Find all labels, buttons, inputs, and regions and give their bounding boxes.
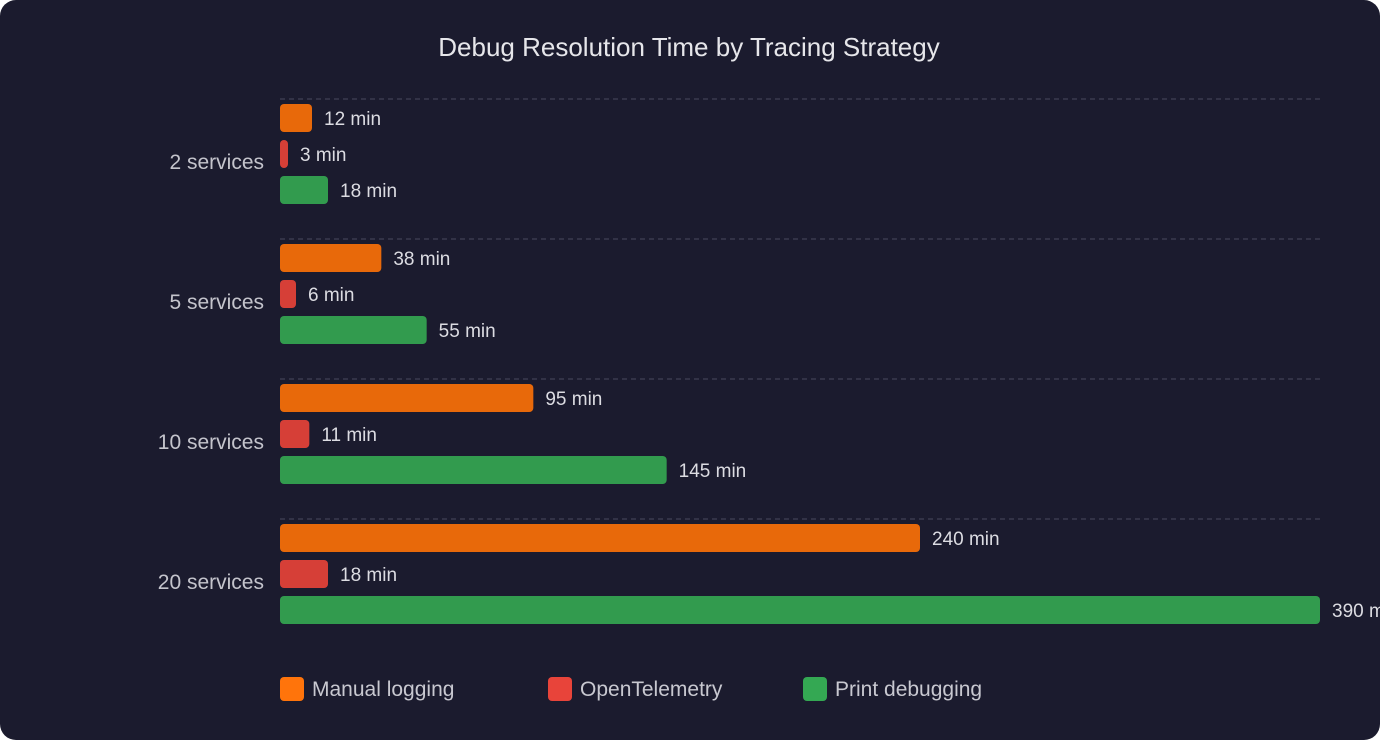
data-label: 55 min [439,321,496,342]
legend-swatch [548,677,572,701]
data-label: 95 min [545,389,602,410]
bar-opentelemetry[interactable] [280,140,288,168]
category-label: 5 services [169,291,264,314]
bar-print-debugging[interactable] [280,316,427,344]
data-label: 240 min [932,529,1000,550]
bar-opentelemetry[interactable] [280,420,310,448]
bar-opentelemetry[interactable] [280,560,328,588]
bar-print-debugging[interactable] [280,176,328,204]
chart-title: Debug Resolution Time by Tracing Strateg… [438,32,939,62]
data-label: 6 min [308,285,354,306]
bar-manual-logging[interactable] [280,384,534,412]
legend-swatch [280,677,304,701]
data-label: 145 min [679,461,747,482]
legend-item[interactable]: Manual logging [312,678,454,701]
bar-manual-logging[interactable] [280,104,312,132]
bar-manual-logging[interactable] [280,244,382,272]
data-label: 3 min [300,145,346,166]
legend-item[interactable]: Print debugging [835,678,982,701]
legend-swatch [803,677,827,701]
bar-manual-logging[interactable] [280,524,920,552]
category-label: 20 services [158,571,264,594]
data-label: 18 min [340,181,397,202]
bar-print-debugging[interactable] [280,596,1320,624]
bar-print-debugging[interactable] [280,456,667,484]
bar-opentelemetry[interactable] [280,280,296,308]
data-label: 38 min [393,249,450,270]
legend-item[interactable]: OpenTelemetry [580,678,723,701]
category-label: 10 services [158,431,264,454]
category-label: 2 services [169,151,264,174]
data-label: 390 min [1332,601,1380,622]
data-label: 18 min [340,565,397,586]
data-label: 12 min [324,109,381,130]
data-label: 11 min [321,425,377,446]
